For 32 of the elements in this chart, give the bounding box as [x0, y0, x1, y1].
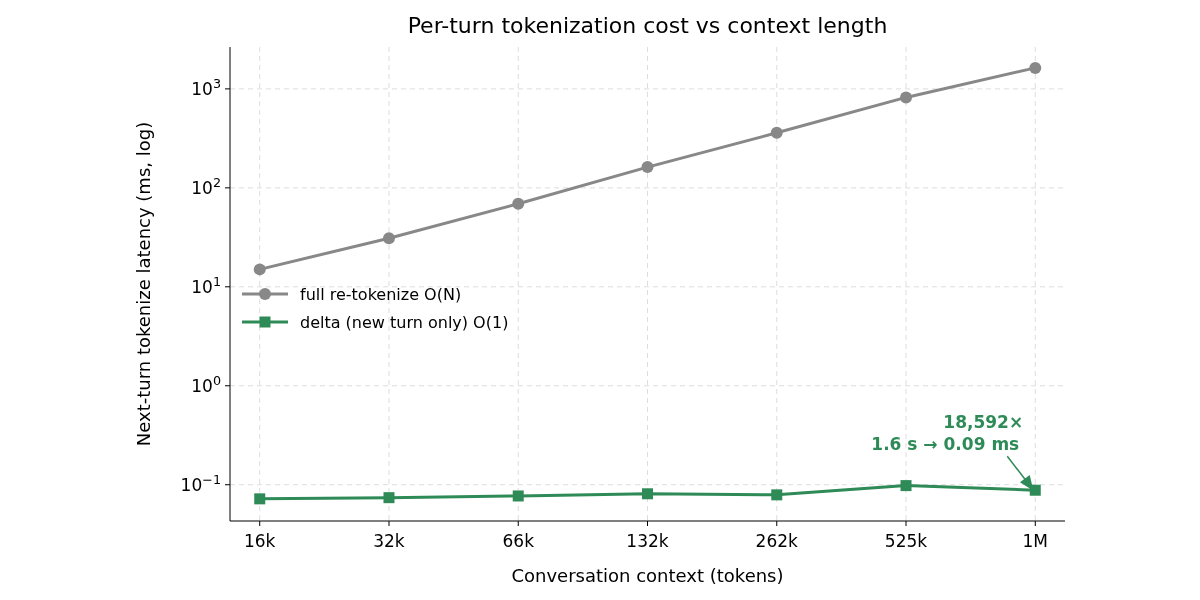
point: [770, 126, 783, 139]
point: [641, 161, 654, 174]
y-tick-label: 10$^{3}$: [191, 75, 221, 99]
y-tick-label: 10$^{−1}$: [180, 471, 221, 495]
point: [900, 480, 912, 492]
annotation: 18,592× 1.6 s → 0.09 ms: [871, 412, 1024, 455]
legend-label: delta (new turn only) O(1): [300, 313, 509, 332]
point: [253, 263, 266, 276]
x-tick-label: 525k: [884, 531, 928, 551]
y-tick-label: 10$^{0}$: [191, 372, 221, 396]
x-tick-label: 262k: [755, 531, 799, 551]
point: [382, 232, 395, 245]
point: [383, 492, 395, 504]
x-tick-label: 132k: [626, 531, 669, 551]
chart-title: Per-turn tokenization cost vs context length: [407, 13, 888, 38]
point: [512, 490, 524, 502]
x-axis-title: Conversation context (tokens): [511, 565, 784, 586]
y-axis-title: Next-turn tokenize latency (ms, log): [133, 121, 154, 447]
x-tick-label: 1M: [1022, 531, 1049, 551]
point: [512, 197, 525, 210]
point: [642, 488, 653, 500]
point: [1029, 61, 1042, 74]
point: [771, 489, 783, 501]
point: [900, 91, 913, 104]
point: [1029, 484, 1041, 496]
y-tick-label: 10$^{1}$: [191, 273, 221, 297]
point: [254, 493, 266, 505]
legend-label: full re-tokenize O(N): [300, 285, 462, 304]
x-tick-label: 16k: [243, 531, 276, 551]
y-tick-label: 10$^{2}$: [191, 174, 221, 198]
x-tick-label: 66k: [502, 531, 535, 551]
x-tick-label: 32k: [373, 531, 405, 551]
